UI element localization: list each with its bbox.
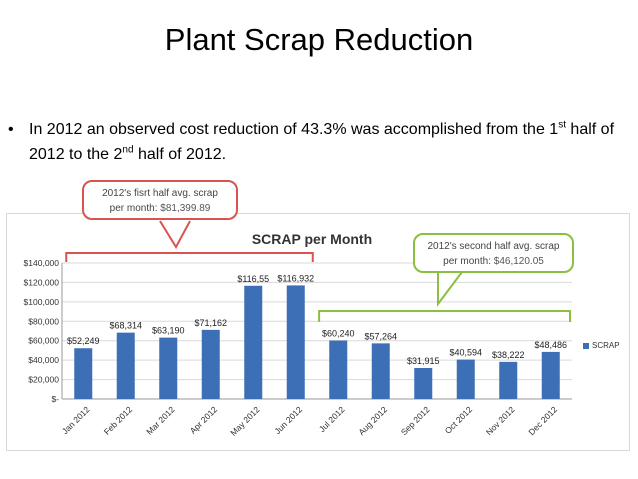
y-tick-label: $80,000 [28,316,59,326]
bar-data-label: $71,162 [194,318,227,328]
bar [371,343,390,399]
bar-data-label: $38,222 [492,350,525,360]
bullet-sup-nd: nd [122,144,134,156]
y-tick-label: $140,000 [24,258,60,268]
bar [286,285,305,399]
x-tick-label: Oct 2012 [443,404,475,436]
first-half-callout-pointer [159,220,191,250]
bullet-sup-st: st [558,119,566,131]
y-tick-label: $20,000 [28,375,59,385]
bar [499,361,518,399]
bar-data-label: $116,55 [237,274,269,284]
chart-title: SCRAP per Month [252,231,372,247]
y-tick-label: $40,000 [28,355,59,365]
bar [456,359,475,399]
x-tick-label: Jan 2012 [60,404,92,436]
bullet-symbol: • [8,121,14,138]
chart-legend: SCRAP [583,341,620,350]
x-tick-label: Jun 2012 [272,404,304,436]
slide-title: Plant Scrap Reduction [164,22,474,57]
bar-data-label: $63,190 [152,326,185,336]
second-half-callout-line1: 2012's second half avg. scrap [427,241,560,252]
second-half-callout-pointer [437,271,463,307]
bar [329,340,348,399]
bullet-text-part2: half of 2012 to the 2 [29,121,615,163]
x-tick-label: Aug 2012 [356,404,389,437]
bullet-text-part3: half of 2012. [133,146,227,163]
x-tick-label: Jul 2012 [317,404,347,434]
y-tick-label: $- [51,394,59,404]
y-tick-label: $60,000 [28,336,59,346]
bar [201,329,220,399]
x-tick-label: May 2012 [228,404,262,438]
bar [414,367,433,399]
first-half-bracket [65,252,314,262]
second-half-callout-label: per month: [443,256,491,267]
x-tick-label: Feb 2012 [102,404,135,437]
legend-swatch [583,342,589,349]
bar-data-label: $52,249 [67,336,100,346]
bar-data-label: $31,915 [407,356,440,366]
bar [116,332,135,399]
x-tick-label: Mar 2012 [144,404,177,437]
legend-label: SCRAP [592,341,620,350]
first-half-callout-label: per month: [109,203,158,214]
bar-data-label: $57,264 [364,331,397,341]
bullet-text-part1: In 2012 an observed cost reduction of 43… [29,121,559,138]
bar-data-label: $60,240 [322,328,355,338]
second-half-callout-value: $46,120.05 [493,256,544,267]
second-half-bracket [318,310,571,322]
bar-data-label: $68,314 [109,321,142,331]
second-half-callout: 2012's second half avg. scrap per month:… [413,233,574,273]
first-half-callout-line1: 2012's fisrt half avg. scrap [102,188,218,199]
first-half-callout-value: $81,399.89 [160,203,211,214]
y-tick-label: $100,000 [24,297,60,307]
first-half-callout: 2012's fisrt half avg. scrap per month: … [82,180,238,220]
second-half-callout-line2: per month: $46,120.05 [421,254,566,269]
y-tick-label: $120,000 [24,277,60,287]
bar [74,348,93,399]
bar [541,351,560,399]
x-tick-label: Nov 2012 [484,404,517,437]
bar-data-label: $116,932 [277,273,314,283]
bullet-text: In 2012 an observed cost reduction of 43… [29,117,630,167]
bar [159,337,178,399]
bar-data-label: $40,594 [449,348,482,358]
x-tick-label: Sep 2012 [399,404,432,437]
bar-data-label: $48,486 [534,340,567,350]
x-tick-label: Apr 2012 [188,404,220,436]
bar [244,285,263,399]
x-tick-label: Dec 2012 [526,404,559,437]
bullet-point: • In 2012 an observed cost reduction of … [8,117,630,167]
first-half-callout-line2: per month: $81,399.89 [90,201,230,216]
